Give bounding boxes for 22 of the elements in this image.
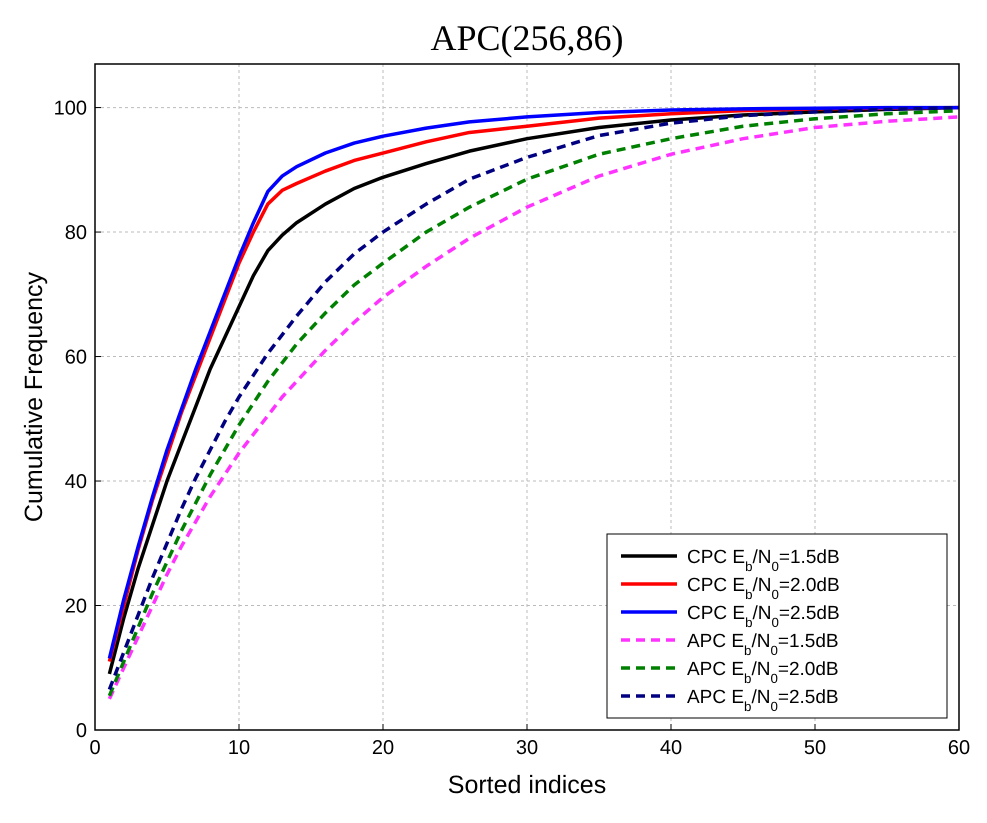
y-tick-label: 20 bbox=[64, 596, 87, 618]
legend-label: CPC E$_{b}$/N$_{0}$=2.5dB bbox=[687, 603, 840, 630]
legend-label: APC E$_{b}$/N$_{0}$=2.5dB bbox=[687, 687, 839, 714]
chart-title: APC(256,86) bbox=[430, 18, 624, 58]
y-tick-label: 40 bbox=[64, 471, 87, 494]
x-tick-label: 60 bbox=[948, 737, 970, 759]
x-tick-label: 10 bbox=[228, 737, 250, 759]
y-tick-label: 100 bbox=[54, 98, 87, 120]
y-tick-label: 60 bbox=[64, 346, 87, 369]
legend-label: CPC E$_{b}$/N$_{0}$=1.5dB bbox=[687, 547, 840, 574]
y-axis-title: Cumulative Frequency bbox=[20, 271, 48, 522]
x-tick-label: 50 bbox=[804, 737, 826, 759]
x-tick-label: 40 bbox=[660, 737, 682, 759]
x-tick-label: 20 bbox=[372, 737, 394, 759]
x-tick-label: 0 bbox=[89, 737, 101, 759]
legend-label: APC E$_{b}$/N$_{0}$=2.0dB bbox=[687, 659, 839, 686]
legend-label: APC E$_{b}$/N$_{0}$=1.5dB bbox=[687, 631, 839, 658]
x-tick-label: 30 bbox=[516, 737, 538, 759]
x-axis-title: Sorted indices bbox=[448, 771, 606, 799]
legend-label: CPC E$_{b}$/N$_{0}$=2.0dB bbox=[687, 575, 840, 602]
y-tick-label: 0 bbox=[76, 720, 87, 742]
y-tick-label: 80 bbox=[64, 222, 87, 244]
